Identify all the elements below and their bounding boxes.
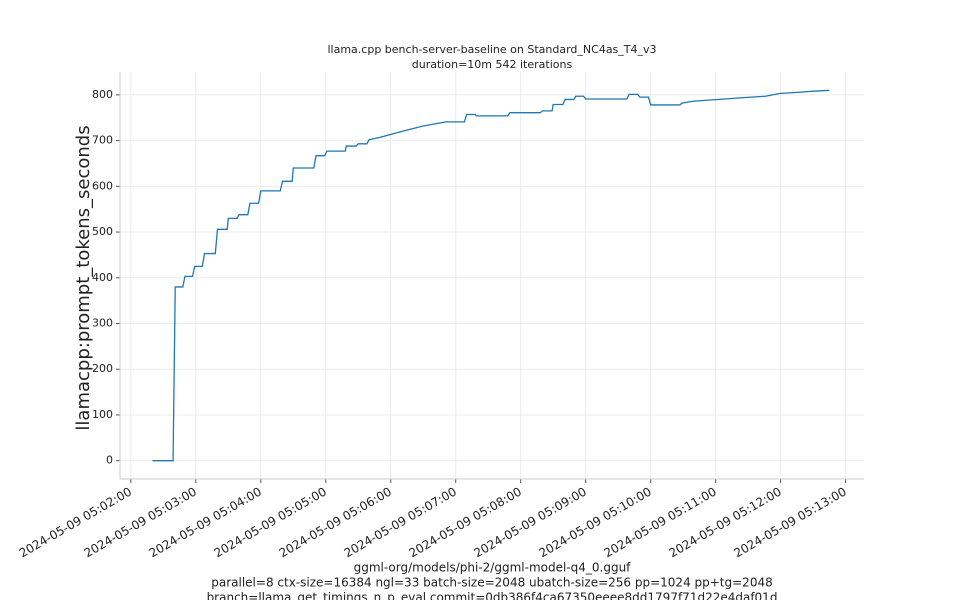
footer-line: ggml-org/models/phi-2/ggml-model-q4_0.gg… — [354, 561, 632, 575]
x-tick-label: 2024-05-09 05:13:00 — [731, 485, 848, 561]
x-tick-label: 2024-05-09 05:04:00 — [147, 485, 264, 561]
x-tick-label: 2024-05-09 05:10:00 — [537, 485, 654, 561]
data-line — [152, 89, 830, 462]
x-tick-label: 2024-05-09 05:09:00 — [472, 485, 589, 561]
chart-title: llama.cpp bench-server-baseline on Stand… — [327, 43, 656, 56]
footer-line: parallel=8 ctx-size=16384 ngl=33 batch-s… — [211, 576, 772, 590]
footer-line: branch=llama_get_timings_n_p_eval commit… — [207, 591, 778, 600]
x-tick-label: 2024-05-09 05:03:00 — [82, 485, 199, 561]
y-tick-label: 400 — [92, 271, 113, 284]
y-tick-label: 500 — [92, 225, 113, 238]
x-tick-label: 2024-05-09 05:12:00 — [666, 485, 783, 561]
y-tick-label: 200 — [92, 362, 113, 375]
y-tick-label: 800 — [92, 88, 113, 101]
x-tick-label: 2024-05-09 05:08:00 — [407, 485, 524, 561]
y-tick-label: 700 — [92, 134, 113, 147]
x-tick-label: 2024-05-09 05:11:00 — [602, 485, 719, 561]
y-axis-label: llamacpp:prompt_tokens_seconds — [73, 125, 94, 430]
x-tick-label: 2024-05-09 05:02:00 — [17, 485, 134, 561]
y-tick-label: 100 — [92, 408, 113, 421]
y-tick-label: 300 — [92, 317, 113, 330]
y-tick-label: 600 — [92, 179, 113, 192]
chart-subtitle: duration=10m 542 iterations — [412, 58, 573, 71]
y-tick-label: 0 — [106, 454, 113, 467]
x-tick-label: 2024-05-09 05:05:00 — [212, 485, 329, 561]
x-tick-label: 2024-05-09 05:06:00 — [277, 485, 394, 561]
x-tick-label: 2024-05-09 05:07:00 — [342, 485, 459, 561]
